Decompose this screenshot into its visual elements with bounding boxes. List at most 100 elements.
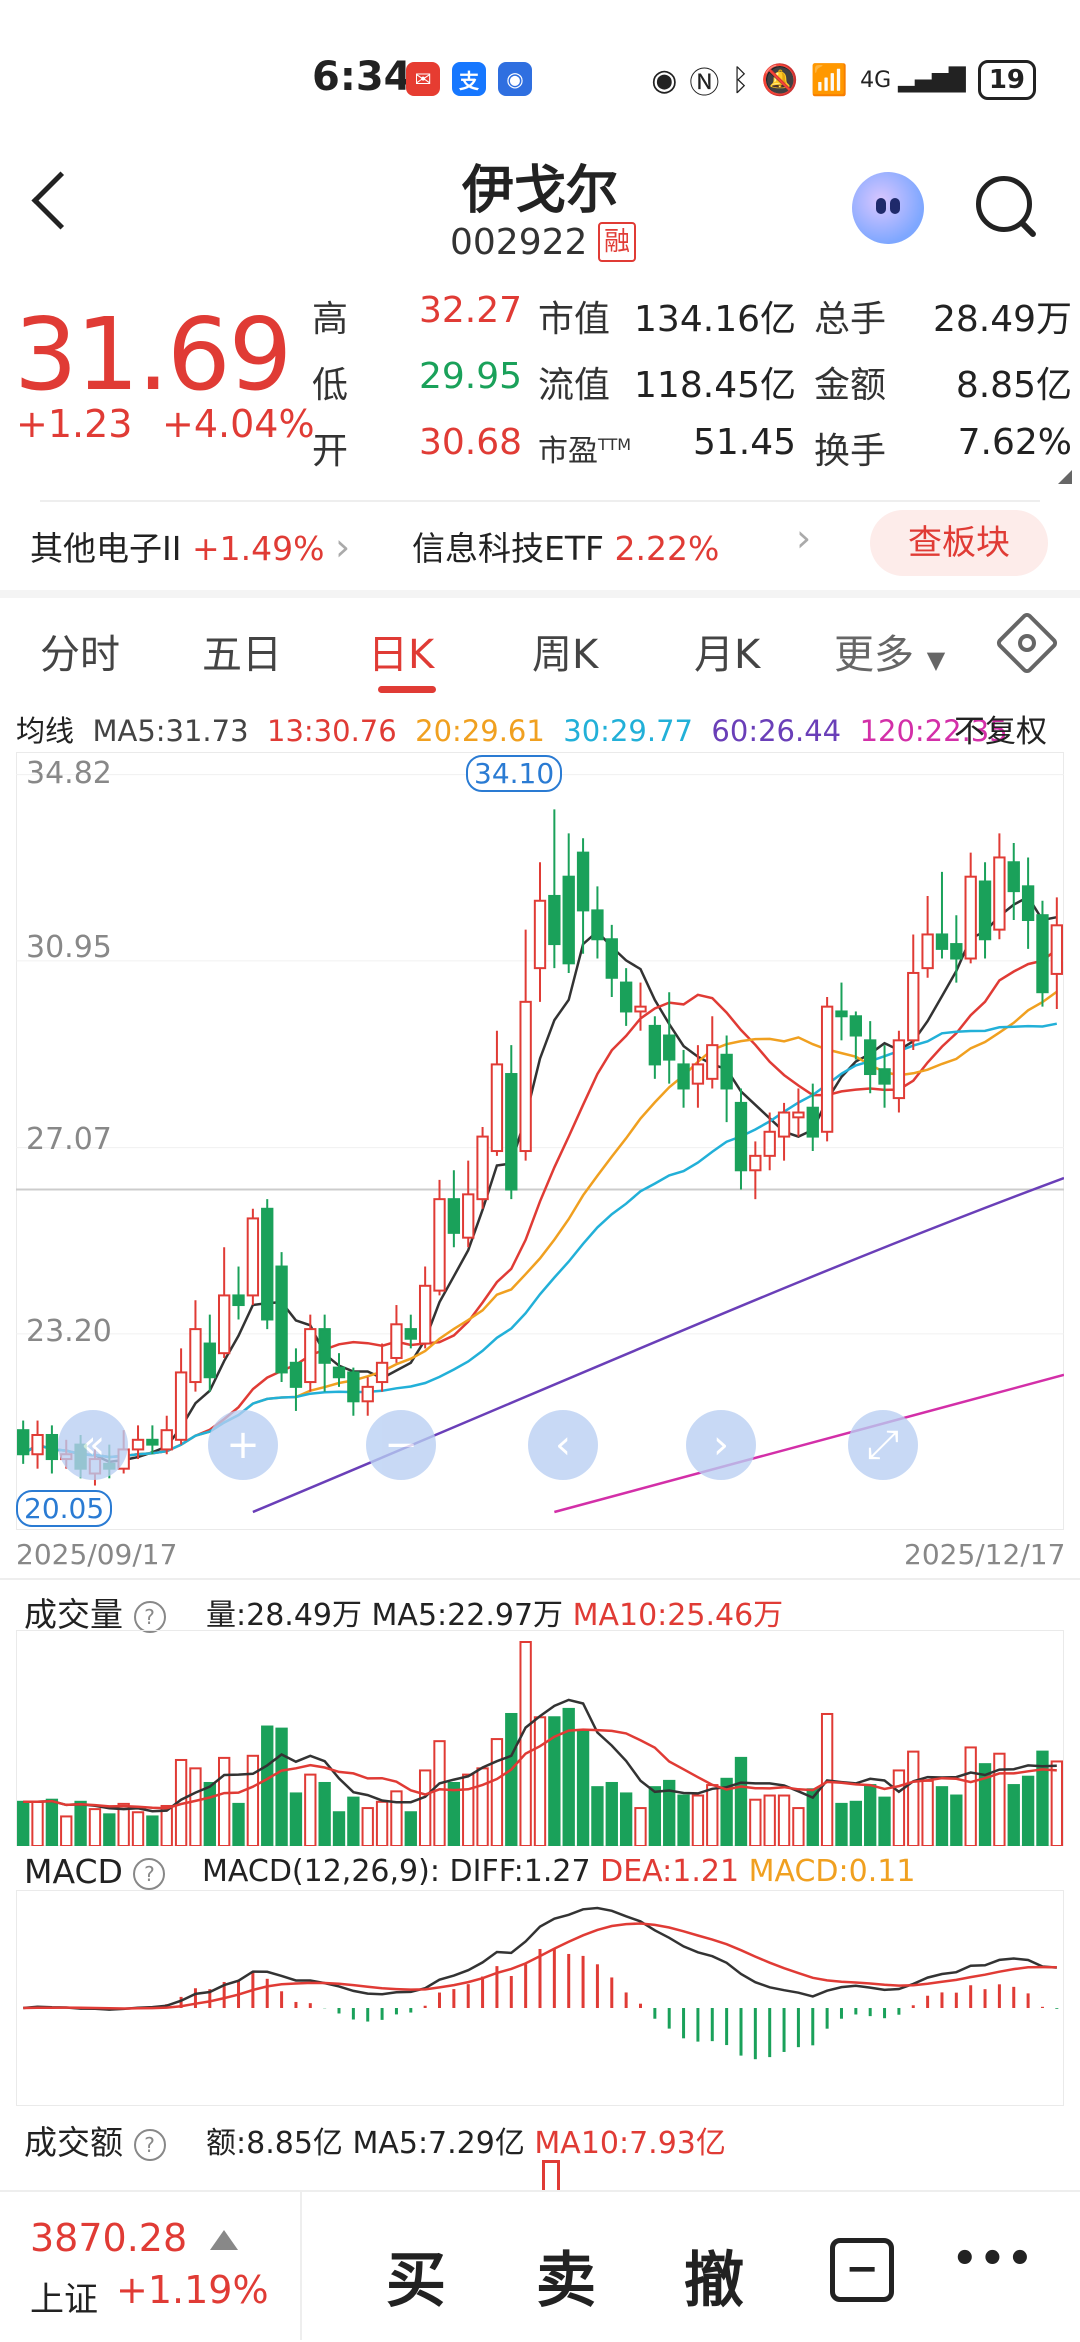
macd-stats: MACD(12,26,9): DIFF:1.27 DEA:1.21 MACD:0…	[202, 1854, 915, 1889]
volume-bar	[1021, 1775, 1035, 1846]
stat-value-high: 32.27	[418, 290, 522, 331]
candle-body	[447, 1198, 461, 1234]
volume-bar	[677, 1794, 690, 1846]
candle-body	[519, 1000, 532, 1153]
tab-intraday[interactable]: 分时	[40, 632, 120, 678]
stat-label-pe: 市盈TTM	[538, 426, 631, 470]
volume-title: 成交量 ?	[24, 1588, 166, 1636]
volume-bar	[892, 1769, 906, 1846]
volume-bar	[17, 1800, 30, 1846]
candle-body	[289, 1361, 303, 1388]
stat-label-low: 低	[312, 365, 349, 406]
index-name[interactable]: 上证	[30, 2280, 98, 2320]
ma13-value: 13:30.76	[267, 714, 397, 748]
candle-body	[964, 875, 977, 960]
tab-5day[interactable]: 五日	[202, 632, 282, 678]
help-icon[interactable]: ?	[133, 2128, 166, 2161]
macd-chart[interactable]	[16, 1890, 1064, 2106]
volume-bar	[734, 1756, 748, 1846]
ma-legend: 均线 MA5:31.73 13:30.76 20:29.61 30:29.77 …	[16, 708, 1008, 750]
volume-bar	[864, 1784, 877, 1846]
amount-title-text: 成交额	[24, 2123, 123, 2162]
sell-button[interactable]: 卖	[536, 2246, 596, 2316]
candle-body	[232, 1294, 245, 1307]
volume-bar	[1050, 1760, 1063, 1846]
candle-body	[820, 1005, 834, 1133]
sector-name-2: 信息科技ETF	[412, 529, 604, 568]
signal-icon: 4G ▂▄▆█	[860, 67, 966, 93]
volume-bar	[648, 1786, 662, 1846]
minus-icon[interactable]: −	[830, 2238, 894, 2302]
volume-bar	[763, 1794, 776, 1846]
help-icon[interactable]: ?	[133, 1857, 166, 1890]
volume-bar	[907, 1750, 920, 1846]
chevron-right-icon-2[interactable]: ›	[796, 516, 812, 560]
candle-body	[605, 938, 618, 979]
stat-value-open: 30.68	[418, 422, 522, 463]
candle-body	[935, 933, 949, 950]
candle-body	[246, 1217, 260, 1297]
ai-assistant-icon[interactable]	[852, 172, 924, 244]
candle-body	[634, 1005, 647, 1013]
candle-body	[203, 1342, 216, 1379]
view-sector-button[interactable]: 查板块	[870, 510, 1048, 576]
stat-label-amount: 金额	[814, 365, 887, 406]
volume-ma5: MA5:22.97万	[371, 1598, 564, 1633]
tab-daily-k[interactable]: 日K	[368, 632, 435, 678]
adjust-toggle[interactable]: 不复权	[954, 714, 1047, 750]
candle-body	[361, 1385, 374, 1403]
candle-body	[706, 1044, 719, 1080]
more-icon[interactable]: •••	[952, 2236, 1035, 2282]
status-bar: 6:34 ✉ 支 ◉ ◉ Ⓝ ᛒ 🔕 📶 4G ▂▄▆█ 19	[0, 0, 1080, 140]
tab-more[interactable]: 更多 ▼	[834, 622, 945, 680]
tab-more-label: 更多	[834, 632, 914, 678]
volume-bar	[576, 1730, 590, 1846]
help-icon[interactable]: ?	[133, 1600, 166, 1633]
volume-chart[interactable]	[16, 1630, 1064, 1846]
index-pct[interactable]: +1.19%	[116, 2268, 269, 2312]
fullscreen-button[interactable]: ⤢	[848, 1410, 918, 1480]
volume-bar	[591, 1786, 604, 1846]
zoom-out-button[interactable]: −	[366, 1410, 436, 1480]
kline-chart[interactable]	[16, 752, 1064, 1530]
settings-icon[interactable]	[994, 610, 1060, 676]
chart-collapse-button[interactable]: «	[58, 1410, 128, 1480]
sector-item-1[interactable]: 其他电子II +1.49% ›	[30, 522, 350, 570]
caret-down-icon: ▼	[926, 646, 946, 674]
volume-bar	[160, 1804, 173, 1846]
volume-bar	[232, 1802, 245, 1846]
volume-bar	[964, 1746, 977, 1846]
volume-bar	[548, 1716, 561, 1846]
sector-item-2[interactable]: 信息科技ETF 2.22%	[412, 522, 719, 570]
candle-body	[648, 1024, 662, 1066]
buy-button[interactable]: 买	[386, 2246, 446, 2316]
volume-ma10-line	[23, 1728, 1057, 1810]
amount-stats: 额:8.85亿 MA5:7.29亿 MA10:7.93亿	[206, 2118, 726, 2162]
price-change: +1.23	[16, 402, 133, 446]
candle-body	[318, 1328, 331, 1364]
search-icon[interactable]	[976, 176, 1032, 232]
candle-body	[591, 909, 604, 941]
volume-bar	[246, 1754, 260, 1846]
index-value[interactable]: 3870.28	[30, 2216, 188, 2260]
ma5-line	[22, 895, 1058, 1464]
date-start: 2025/09/17	[16, 1538, 178, 1571]
volume-bar	[375, 1800, 389, 1846]
candle-body	[663, 1034, 676, 1061]
expand-corner-icon[interactable]	[1058, 470, 1072, 484]
stat-value-amount: 8.85亿	[955, 365, 1072, 406]
candle-body	[892, 1039, 906, 1100]
scroll-right-button[interactable]: ›	[686, 1410, 756, 1480]
volume-bar	[476, 1767, 489, 1846]
candle-body	[217, 1294, 231, 1355]
tab-weekly-k[interactable]: 周K	[532, 632, 599, 678]
tab-monthly-k[interactable]: 月K	[694, 632, 761, 678]
candle-body	[1021, 885, 1035, 922]
cancel-order-button[interactable]: 撤	[684, 2246, 744, 2316]
volume-bar	[634, 1807, 647, 1846]
stat-value-volume: 28.49万	[932, 299, 1072, 340]
candle-body	[31, 1433, 44, 1456]
zoom-in-button[interactable]: +	[208, 1410, 278, 1480]
scroll-left-button[interactable]: ‹	[528, 1410, 598, 1480]
candle-body	[462, 1193, 475, 1239]
